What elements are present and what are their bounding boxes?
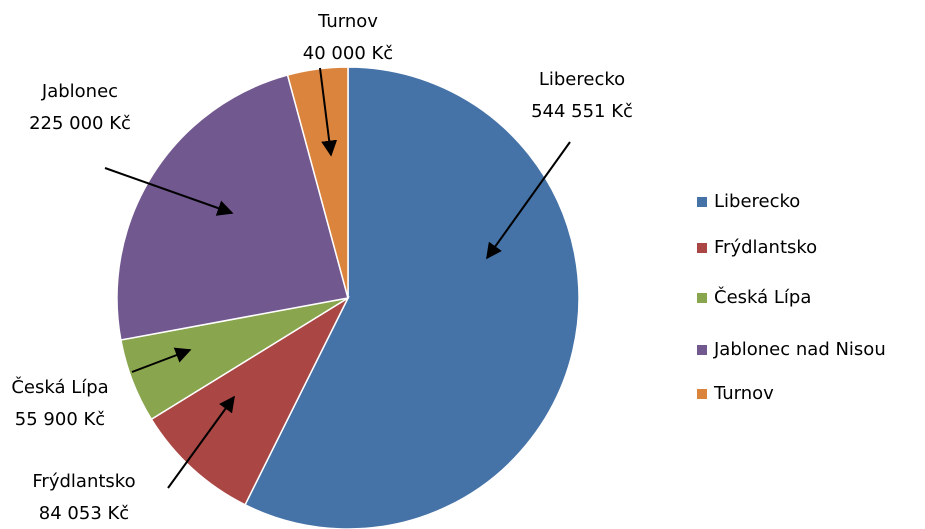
pie-slice xyxy=(286,66,349,299)
pie-slice xyxy=(150,295,350,506)
data-label-name: Frýdlantsko xyxy=(32,471,135,492)
legend-label: Liberecko xyxy=(714,191,800,212)
label-arrow xyxy=(104,167,234,216)
data-label-name: Česká Lípa xyxy=(11,376,108,398)
label-arrow xyxy=(486,141,571,260)
legend-label: Turnov xyxy=(713,383,774,404)
legend-swatch xyxy=(697,293,707,303)
legend-swatch xyxy=(697,243,707,253)
pie-slice xyxy=(244,66,580,529)
legend-swatch xyxy=(697,345,707,355)
data-label-name: Turnov xyxy=(317,11,378,32)
data-label-value: 544 551 Kč xyxy=(531,101,633,122)
data-label-name: Jablonec xyxy=(41,81,118,102)
legend-label: Česká Lípa xyxy=(714,286,811,308)
data-label-value: 55 900 Kč xyxy=(15,409,105,430)
legend-swatch xyxy=(697,197,707,207)
label-arrow xyxy=(319,67,338,157)
data-label-value: 84 053 Kč xyxy=(39,503,129,524)
data-label-name: Liberecko xyxy=(539,69,625,90)
legend-label: Jablonec nad Nisou xyxy=(713,339,886,360)
legend-label: Frýdlantsko xyxy=(714,237,817,258)
label-arrow xyxy=(167,395,235,489)
data-label-value: 40 000 Kč xyxy=(303,43,393,64)
legend-swatch xyxy=(697,389,707,399)
label-arrow xyxy=(131,347,192,373)
data-label-value: 225 000 Kč xyxy=(29,113,131,134)
